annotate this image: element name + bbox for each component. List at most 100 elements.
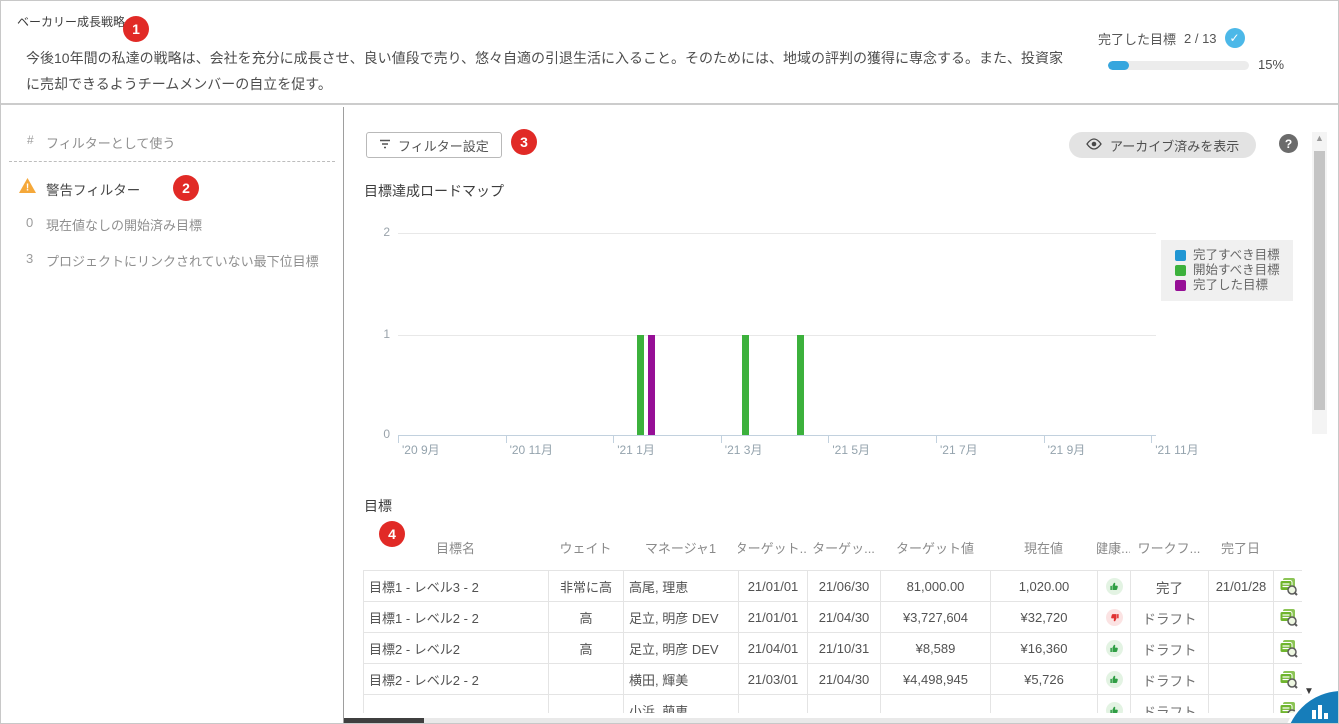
cell-goal-name (364, 695, 549, 713)
x-tick-label: '21 3月 (724, 443, 763, 457)
cell-weight: 高 (549, 602, 624, 633)
column-header[interactable]: ターゲッ... (812, 540, 875, 556)
column-header[interactable]: ワークフ... (1137, 540, 1201, 556)
help-button[interactable]: ? (1279, 134, 1298, 153)
cell-health (1098, 571, 1131, 602)
legend-swatch (1175, 250, 1186, 261)
chart-title: 目標達成ロードマップ (364, 183, 504, 199)
show-archived-label: アーカイブ済みを表示 (1110, 138, 1240, 154)
annotation-badge-3: 3 (511, 129, 537, 155)
cell-completion-date (1209, 633, 1274, 664)
column-header[interactable]: ターゲット値 (895, 540, 974, 556)
cell-target-end: 21/06/30 (808, 571, 881, 602)
cell-completion-date (1209, 695, 1274, 713)
x-tick-label: '21 1月 (617, 443, 655, 457)
cell-health (1098, 633, 1131, 664)
check-circle-icon: ✓ (1224, 28, 1245, 48)
scroll-down-arrow[interactable]: ▼ (1304, 686, 1314, 697)
gridline-1 (398, 335, 1156, 336)
annotation-badge-4: 4 (379, 521, 405, 547)
column-header[interactable]: 現在値 (1023, 540, 1063, 556)
view-details-icon[interactable] (1274, 602, 1302, 633)
x-tick (1043, 436, 1045, 443)
goals-table-header: 目標名 ウェイト マネージャ1 ターゲット... ターゲッ... ターゲット値 現在値 健康.… (363, 532, 1302, 562)
table-row[interactable]: 目標2 - レベル2 - 2 横田, 輝美 21/03/01 21/04/30 ¥4,4… (363, 664, 1302, 695)
x-tick-label: '21 7月 (940, 443, 978, 457)
chart-bar (647, 335, 655, 435)
cell-completion-date (1209, 602, 1274, 633)
cell-target-start: 21/01/01 (739, 602, 808, 633)
x-tick (1151, 436, 1153, 443)
goals-section-title: 目標 (364, 498, 392, 514)
column-header[interactable]: ウェイト (559, 540, 612, 556)
x-tick-label: '21 9月 (1047, 443, 1086, 457)
cell-current-value: ¥16,360 (991, 633, 1098, 664)
cell-health (1098, 664, 1131, 695)
cell-goal-name: 目標2 - レベル2 - 2 (364, 664, 549, 695)
chart-bar (742, 335, 750, 435)
y-tick-label: 2 (383, 225, 390, 239)
view-details-icon[interactable] (1274, 664, 1302, 695)
cell-goal-name: 目標1 - レベル3 - 2 (364, 571, 549, 602)
x-tick (398, 436, 399, 443)
column-header[interactable]: ターゲット... (738, 540, 807, 556)
y-tick-label: 1 (383, 327, 390, 341)
legend-item: 完了すべき目標 (1175, 248, 1293, 263)
progress-percent: 15% (1258, 57, 1285, 72)
svg-text:!: ! (26, 183, 29, 194)
chart-legend: 完了すべき目標 開始すべき目標 完了した目標 (1161, 240, 1293, 301)
cell-manager: 足立, 明彦 DEV (624, 602, 739, 633)
cell-manager: 横田, 輝美 (624, 664, 739, 695)
cell-health (1098, 695, 1131, 713)
table-row[interactable]: 目標1 - レベル2 - 2 高足立, 明彦 DEV 21/01/01 21/04/3… (363, 602, 1302, 633)
cell-manager: 高尾, 理恵 (624, 571, 739, 602)
cell-weight (549, 664, 624, 695)
x-tick-label: '21 11月 (1155, 443, 1199, 457)
x-tick-label: '20 9月 (402, 443, 440, 457)
cell-workflow-status: ドラフト (1131, 633, 1209, 664)
cell-workflow-status: ドラフト (1131, 695, 1209, 713)
health-thumbs-up-icon (1105, 702, 1123, 713)
cell-goal-name: 目標1 - レベル2 - 2 (364, 602, 549, 633)
table-row[interactable]: 目標2 - レベル2 高足立, 明彦 DEV 21/04/01 21/10/31 ¥8,… (363, 633, 1302, 664)
legend-label: 開始すべき目標 (1193, 263, 1280, 277)
table-row[interactable]: 小浜, 萌恵 ドラフト (363, 695, 1302, 713)
view-details-icon[interactable] (1274, 571, 1302, 602)
item-count: 0 (26, 215, 34, 230)
vertical-scrollbar[interactable]: ▲ (1312, 132, 1327, 434)
show-archived-button[interactable]: アーカイブ済みを表示 (1069, 132, 1257, 158)
cell-target-start: 21/04/01 (739, 633, 808, 664)
vertical-scrollbar-thumb[interactable] (1314, 151, 1325, 410)
column-header[interactable]: 健康... (1097, 540, 1130, 556)
cell-target-value: ¥8,589 (881, 633, 991, 664)
column-header-actions (1273, 532, 1302, 562)
horizontal-scrollbar[interactable] (344, 718, 1338, 723)
warning-filter-label: 警告フィルター (46, 183, 141, 198)
health-thumbs-down-icon (1105, 609, 1123, 626)
annotation-badge-2: 2 (173, 175, 199, 201)
table-row[interactable]: 目標1 - レベル3 - 2 非常に高 高尾, 理恵 21/01/01 21/06/30… (363, 571, 1302, 602)
horizontal-scrollbar-thumb[interactable] (344, 718, 424, 723)
sidebar-divider (9, 161, 335, 162)
filters-sidebar: # フィルターとして使う ! 警告フィルター 2 0 現在値なしの開始済み目標 … (1, 107, 344, 723)
item-label: 現在値なしの開始済み目標 (46, 218, 203, 233)
legend-swatch (1175, 265, 1186, 276)
cell-health (1098, 602, 1131, 633)
chart-bar (637, 335, 645, 435)
main-panel: フィルター設定 3 アーカイブ済みを表示 ? ▲ ▼ 目標達成ロードマップ 2 … (344, 107, 1338, 723)
filter-settings-button[interactable]: フィルター設定 (366, 132, 502, 158)
filter-settings-label: フィルター設定 (398, 138, 489, 154)
cell-current-value: ¥32,720 (991, 602, 1098, 633)
column-header[interactable]: 目標名 (435, 540, 475, 556)
x-tick-label: '21 5月 (832, 443, 871, 457)
view-details-icon[interactable] (1274, 695, 1302, 713)
cell-target-end: 21/10/31 (808, 633, 881, 664)
completed-goals-label: 完了した目標 (1098, 31, 1177, 47)
view-details-icon[interactable] (1274, 633, 1302, 664)
column-header[interactable]: マネージャ1 (644, 540, 717, 556)
column-header[interactable]: 完了日 (1220, 540, 1260, 556)
hash-icon: # (27, 133, 34, 147)
scroll-up-arrow[interactable]: ▲ (1315, 133, 1324, 143)
x-tick (505, 436, 507, 443)
